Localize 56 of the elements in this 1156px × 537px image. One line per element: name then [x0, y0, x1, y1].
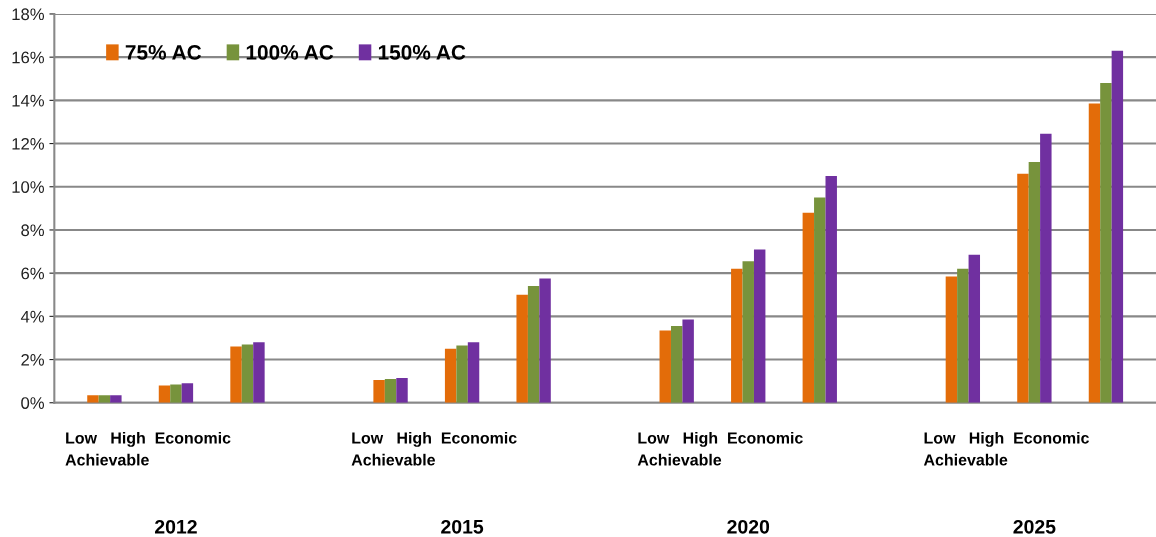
- legend-label: 100% AC: [246, 45, 334, 60]
- bar: [814, 197, 826, 403]
- bar: [253, 342, 265, 403]
- text: 2020: [727, 519, 770, 534]
- bar: [1088, 103, 1101, 403]
- bar: [1100, 83, 1112, 403]
- bar: [682, 319, 694, 403]
- text: Low High Economic Achievable: [637, 431, 803, 466]
- bar: [396, 377, 408, 403]
- bar: [527, 286, 540, 403]
- bar: [731, 268, 743, 403]
- y-tick-label: 6%: [21, 267, 45, 280]
- bar: [968, 254, 981, 403]
- legend-label: 150% AC: [378, 45, 466, 60]
- bar: [753, 249, 766, 403]
- bar: [373, 380, 385, 403]
- y-tick-label: 2%: [21, 353, 45, 366]
- bar: [170, 384, 182, 403]
- legend-label: 75% AC: [125, 45, 202, 60]
- bar: [1040, 133, 1052, 403]
- bar: [516, 294, 528, 403]
- y-tick-label: 4%: [20, 310, 45, 323]
- y-tick-label: 16%: [12, 51, 45, 64]
- bar: [539, 278, 551, 403]
- bar: [444, 348, 457, 403]
- bar: [1111, 50, 1124, 403]
- bar: [241, 344, 254, 403]
- bar: [230, 346, 242, 403]
- bar: [158, 385, 171, 403]
- bar: [670, 326, 683, 403]
- bar: [945, 276, 958, 403]
- y-tick-label: 12%: [12, 137, 45, 150]
- bar: [742, 261, 754, 403]
- bar: [957, 268, 969, 403]
- bar: [1017, 173, 1029, 403]
- text: 2012: [154, 519, 197, 534]
- bar: [825, 175, 837, 403]
- text: Low High Economic Achievable: [65, 431, 231, 466]
- bar: [384, 378, 397, 403]
- y-tick-label: 10%: [12, 181, 45, 193]
- text: Low High Economic Achievable: [923, 431, 1089, 466]
- bar: [1028, 161, 1041, 403]
- y-tick-label: 14%: [12, 94, 45, 107]
- text: 2015: [441, 519, 484, 534]
- bar: [659, 330, 671, 403]
- bar: [456, 345, 468, 403]
- text: 2025: [1013, 519, 1056, 534]
- bar: [181, 383, 194, 403]
- bar: [110, 395, 122, 403]
- y-tick-label: 0%: [21, 397, 45, 409]
- y-tick-label: 8%: [21, 224, 45, 237]
- text: Low High Economic Achievable: [351, 431, 517, 466]
- y-tick-label: 18%: [12, 8, 45, 21]
- bar: [87, 395, 99, 403]
- bar: [467, 342, 480, 403]
- bar: [802, 212, 815, 403]
